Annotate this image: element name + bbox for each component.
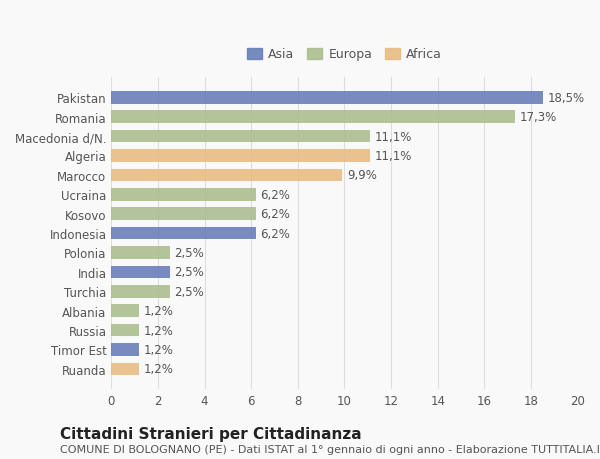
Bar	[112, 130, 370, 143]
Bar	[112, 246, 170, 259]
Bar	[112, 227, 256, 240]
Text: 1,2%: 1,2%	[144, 304, 174, 318]
Text: 2,5%: 2,5%	[174, 246, 204, 259]
Bar	[112, 305, 139, 317]
Bar	[112, 111, 515, 124]
Legend: Asia, Europa, Africa: Asia, Europa, Africa	[242, 43, 447, 66]
Text: 9,9%: 9,9%	[347, 169, 377, 182]
Bar	[112, 343, 139, 356]
Bar	[112, 285, 170, 298]
Text: 1,2%: 1,2%	[144, 363, 174, 375]
Text: 11,1%: 11,1%	[375, 130, 412, 143]
Text: 6,2%: 6,2%	[260, 208, 290, 221]
Bar	[112, 169, 342, 182]
Text: 2,5%: 2,5%	[174, 285, 204, 298]
Bar	[112, 363, 139, 375]
Bar	[112, 92, 542, 104]
Text: 6,2%: 6,2%	[260, 188, 290, 202]
Bar	[112, 189, 256, 201]
Bar	[112, 208, 256, 220]
Text: Cittadini Stranieri per Cittadinanza: Cittadini Stranieri per Cittadinanza	[60, 426, 362, 442]
Text: 6,2%: 6,2%	[260, 227, 290, 240]
Text: 1,2%: 1,2%	[144, 343, 174, 356]
Text: 11,1%: 11,1%	[375, 150, 412, 162]
Text: 18,5%: 18,5%	[547, 92, 584, 105]
Text: 1,2%: 1,2%	[144, 324, 174, 337]
Bar	[112, 150, 370, 162]
Text: 2,5%: 2,5%	[174, 266, 204, 279]
Bar	[112, 266, 170, 279]
Text: 17,3%: 17,3%	[519, 111, 557, 124]
Bar	[112, 324, 139, 336]
Text: COMUNE DI BOLOGNANO (PE) - Dati ISTAT al 1° gennaio di ogni anno - Elaborazione : COMUNE DI BOLOGNANO (PE) - Dati ISTAT al…	[60, 444, 600, 454]
